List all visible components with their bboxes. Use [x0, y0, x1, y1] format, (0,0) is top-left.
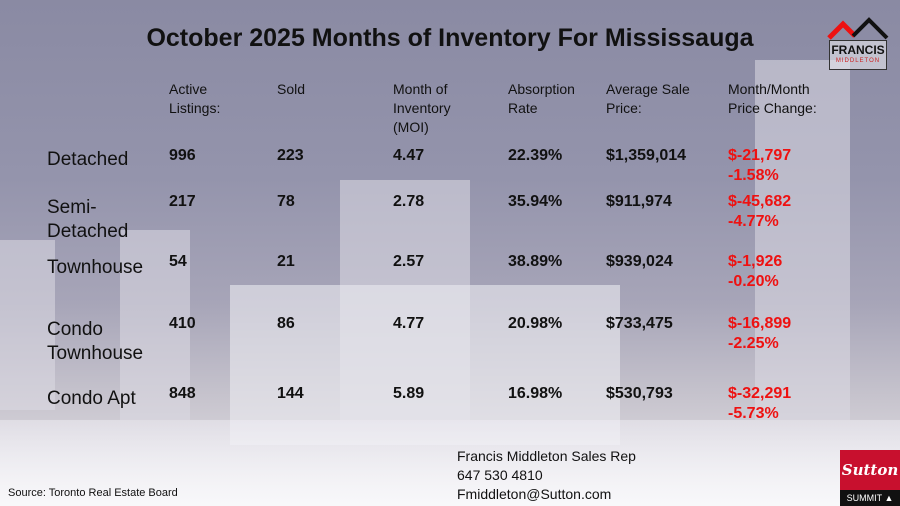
change-percent: -4.77%: [728, 213, 779, 230]
change-amount: $-1,926: [728, 253, 783, 270]
row-label-condo-townhouse: Condo Townhouse: [47, 318, 143, 366]
row-label-line: Detached: [47, 221, 129, 242]
row-label-semi-detached: Semi- Detached: [47, 196, 128, 244]
logo-text: FRANCIS: [831, 43, 885, 57]
cell-moi: 5.89: [393, 385, 425, 402]
contact-email[interactable]: Fmiddleton@Sutton.com: [457, 486, 612, 502]
cell-sold: 223: [277, 147, 304, 164]
cell-avg-price: $1,359,014: [606, 147, 687, 164]
change-percent: -2.25%: [728, 335, 779, 352]
row-label-townhouse: Townhouse: [47, 257, 144, 278]
row-label-line: Townhouse: [47, 343, 144, 364]
cell-absorption: 16.98%: [508, 385, 563, 402]
change-amount: $-32,291: [728, 385, 792, 402]
change-percent: -5.73%: [728, 405, 779, 422]
background-building: [0, 240, 55, 410]
header-average-sale-price: Average Sale Price:: [606, 81, 690, 116]
cell-price-change: $-16,899 -2.25%: [728, 314, 791, 354]
cell-absorption: 22.39%: [508, 147, 563, 164]
sutton-brand: Sutton: [840, 450, 900, 490]
cell-price-change: $-1,926 -0.20%: [728, 252, 782, 292]
cell-active: 217: [169, 193, 196, 210]
source-note: Source: Toronto Real Estate Board: [8, 487, 178, 499]
contact-phone: 647 530 4810: [457, 467, 543, 483]
slide-title: October 2025 Months of Inventory For Mis…: [146, 24, 754, 52]
cell-avg-price: $911,974: [606, 193, 672, 210]
contact-name: Francis Middleton Sales Rep: [457, 448, 636, 464]
cell-moi: 4.77: [393, 315, 425, 332]
header-sold: Sold: [277, 81, 306, 97]
cell-active: 996: [169, 147, 196, 164]
cell-absorption: 20.98%: [508, 315, 563, 332]
change-percent: -1.58%: [728, 167, 779, 184]
cell-absorption: 38.89%: [508, 253, 563, 270]
background-building: [120, 230, 190, 420]
change-amount: $-45,682: [728, 193, 792, 210]
cell-avg-price: $530,793: [606, 385, 673, 402]
cell-price-change: $-32,291 -5.73%: [728, 384, 791, 424]
cell-moi: 2.78: [393, 193, 425, 210]
row-label-condo-apt: Condo Apt: [47, 388, 136, 409]
cell-active: 410: [169, 315, 196, 332]
cell-moi: 4.47: [393, 147, 425, 164]
house-roof-icon: [827, 17, 889, 40]
row-label-detached: Detached: [47, 149, 129, 170]
cell-moi: 2.57: [393, 253, 425, 270]
cell-sold: 21: [277, 253, 295, 270]
francis-middleton-logo: FRANCIS MIDDLETON: [825, 12, 891, 70]
header-absorption-rate: Absorption Rate: [508, 81, 575, 116]
cell-avg-price: $733,475: [606, 315, 673, 332]
header-active-listings: Active Listings:: [169, 81, 221, 116]
cell-avg-price: $939,024: [606, 253, 673, 270]
cell-active: 54: [169, 253, 187, 270]
summit-text: SUMMIT: [846, 493, 882, 503]
cell-sold: 86: [277, 315, 295, 332]
background-tower: [755, 60, 850, 420]
cell-absorption: 35.94%: [508, 193, 563, 210]
cell-price-change: $-21,797 -1.58%: [728, 146, 791, 186]
summit-label: SUMMIT ▲: [840, 490, 900, 506]
background-building: [230, 285, 620, 445]
change-percent: -0.20%: [728, 273, 779, 290]
header-moi: Month of Inventory (MOI): [393, 81, 451, 135]
logo-subtext: MIDDLETON: [835, 58, 881, 64]
header-price-change: Month/Month Price Change:: [728, 81, 817, 116]
change-amount: $-21,797: [728, 147, 792, 164]
contact-info: Francis Middleton Sales Rep 647 530 4810…: [457, 447, 636, 504]
change-amount: $-16,899: [728, 315, 792, 332]
cell-active: 848: [169, 385, 196, 402]
mountain-icon: ▲: [881, 493, 894, 503]
sutton-summit-logo: Sutton SUMMIT ▲: [840, 450, 900, 506]
row-label-line: Semi-: [47, 197, 97, 218]
background-street: [0, 420, 900, 506]
cell-price-change: $-45,682 -4.77%: [728, 192, 791, 232]
cell-sold: 78: [277, 193, 295, 210]
cell-sold: 144: [277, 385, 304, 402]
row-label-line: Condo: [47, 319, 103, 340]
